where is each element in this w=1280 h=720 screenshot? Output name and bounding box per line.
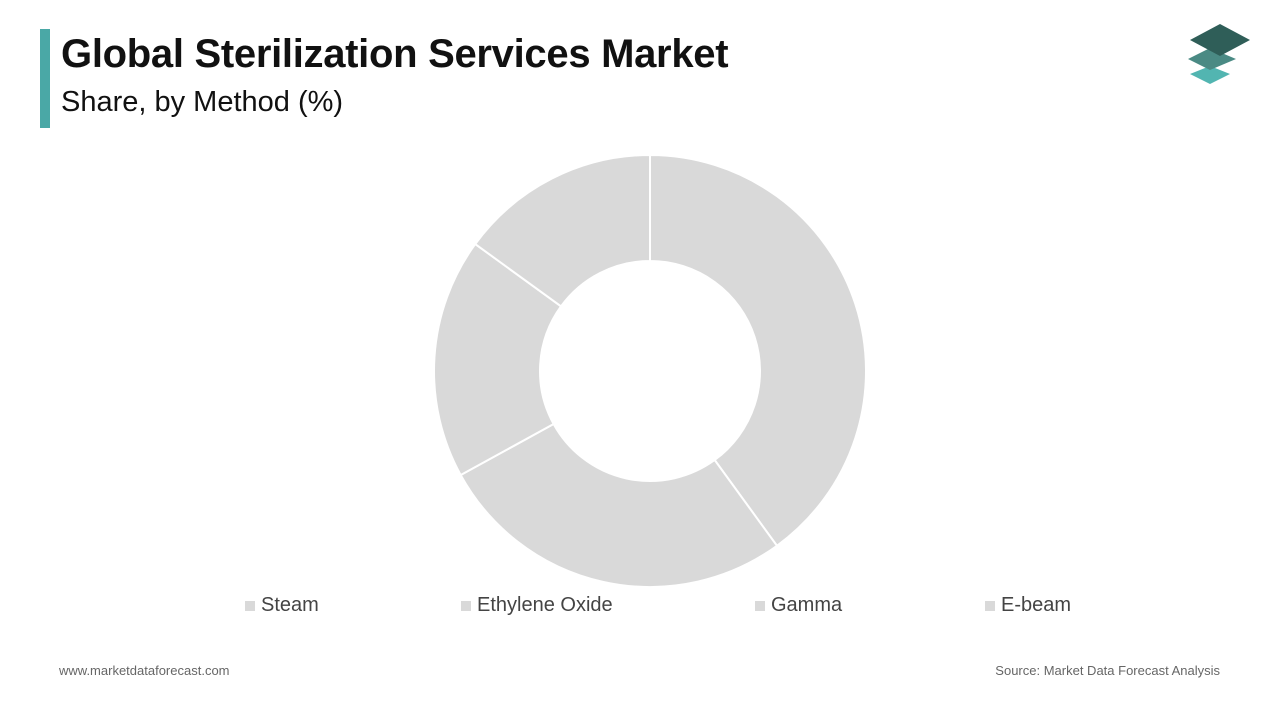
footer-source: Source: Market Data Forecast Analysis bbox=[995, 663, 1220, 678]
legend-label: Gamma bbox=[771, 594, 843, 616]
legend-item-gamma: Gamma bbox=[755, 594, 842, 617]
donut-slice-steam bbox=[649, 153, 867, 548]
logo-layer-bottom bbox=[1190, 66, 1230, 84]
legend-swatch bbox=[985, 600, 995, 611]
legend-label: E-beam bbox=[1001, 594, 1072, 616]
stacked-layers-icon bbox=[1188, 24, 1250, 84]
logo-layer-middle bbox=[1188, 48, 1236, 70]
legend-swatch bbox=[245, 600, 255, 611]
legend-swatch bbox=[755, 600, 765, 611]
donut-slice-gamma bbox=[433, 242, 563, 477]
legend-item-steam: Steam bbox=[245, 594, 319, 617]
legend-label: Ethylene Oxide bbox=[477, 594, 613, 616]
chart-legend: Steam Ethylene Oxide Gamma E-beam bbox=[0, 594, 1280, 622]
legend-item-ethylene-oxide: Ethylene Oxide bbox=[461, 594, 613, 617]
title-accent-bar bbox=[40, 29, 50, 128]
legend-item-e-beam: E-beam bbox=[985, 594, 1071, 617]
page-title: Global Sterilization Services Market bbox=[61, 32, 729, 76]
logo-layer-top bbox=[1190, 24, 1250, 56]
page-subtitle: Share, by Method (%) bbox=[61, 86, 344, 118]
donut-slice-ethylene-oxide bbox=[459, 422, 779, 588]
footer-website: www.marketdataforecast.com bbox=[59, 663, 230, 678]
legend-label: Steam bbox=[261, 594, 319, 616]
donut-slice-e-beam bbox=[473, 153, 651, 308]
legend-swatch bbox=[461, 600, 471, 611]
